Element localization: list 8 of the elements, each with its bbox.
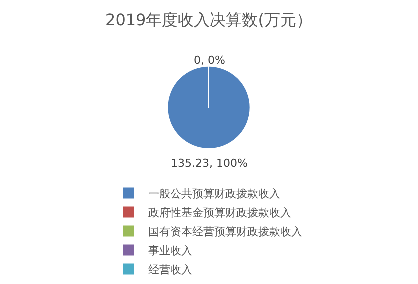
legend-label: 一般公共预算财政拨款收入 — [148, 188, 281, 201]
legend-label: 国有资本经营预算财政拨款收入 — [148, 226, 303, 239]
legend-label: 经营收入 — [148, 264, 193, 277]
legend-label: 事业收入 — [148, 244, 193, 258]
data-label: 135.23, 100% — [171, 157, 248, 170]
legend-label: 政府性基金预算财政拨款收入 — [148, 206, 292, 220]
text: 0, 0% — [194, 54, 226, 67]
chart-title: 2019年度收入决算数(万元） — [106, 10, 312, 30]
